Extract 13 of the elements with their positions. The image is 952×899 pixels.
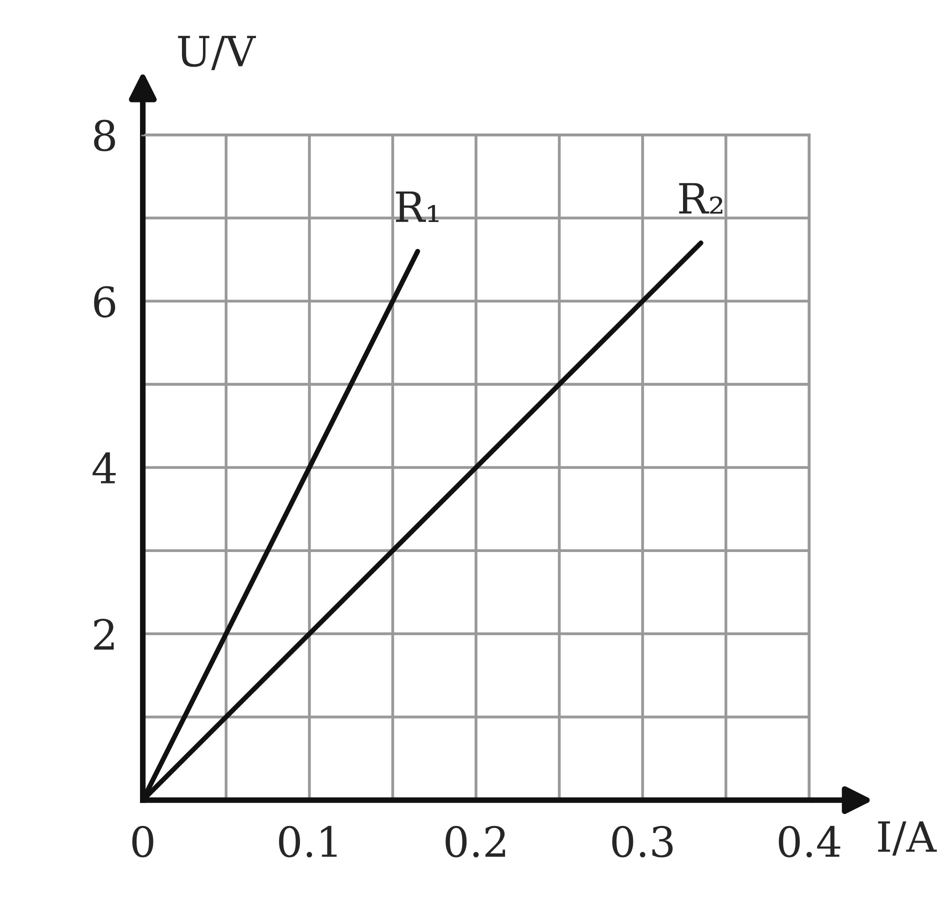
x-tick-label: 0.2 bbox=[446, 826, 506, 858]
series-label: R₁ bbox=[396, 191, 438, 222]
y-tick-label: 4 bbox=[92, 452, 116, 484]
y-tick-label: 2 bbox=[94, 618, 114, 650]
series-label: R₂ bbox=[679, 183, 722, 214]
x-tick-label: 0 bbox=[132, 826, 154, 858]
x-tick-label: 0.1 bbox=[279, 826, 337, 858]
x-axis-title: I/A bbox=[878, 821, 937, 856]
y-axis-title: U/V bbox=[178, 36, 256, 70]
x-tick-label: 0.4 bbox=[778, 826, 840, 858]
y-tick-label: 8 bbox=[94, 120, 115, 152]
y-tick-label: 6 bbox=[94, 286, 116, 318]
x-tick-label: 0.3 bbox=[612, 826, 673, 858]
